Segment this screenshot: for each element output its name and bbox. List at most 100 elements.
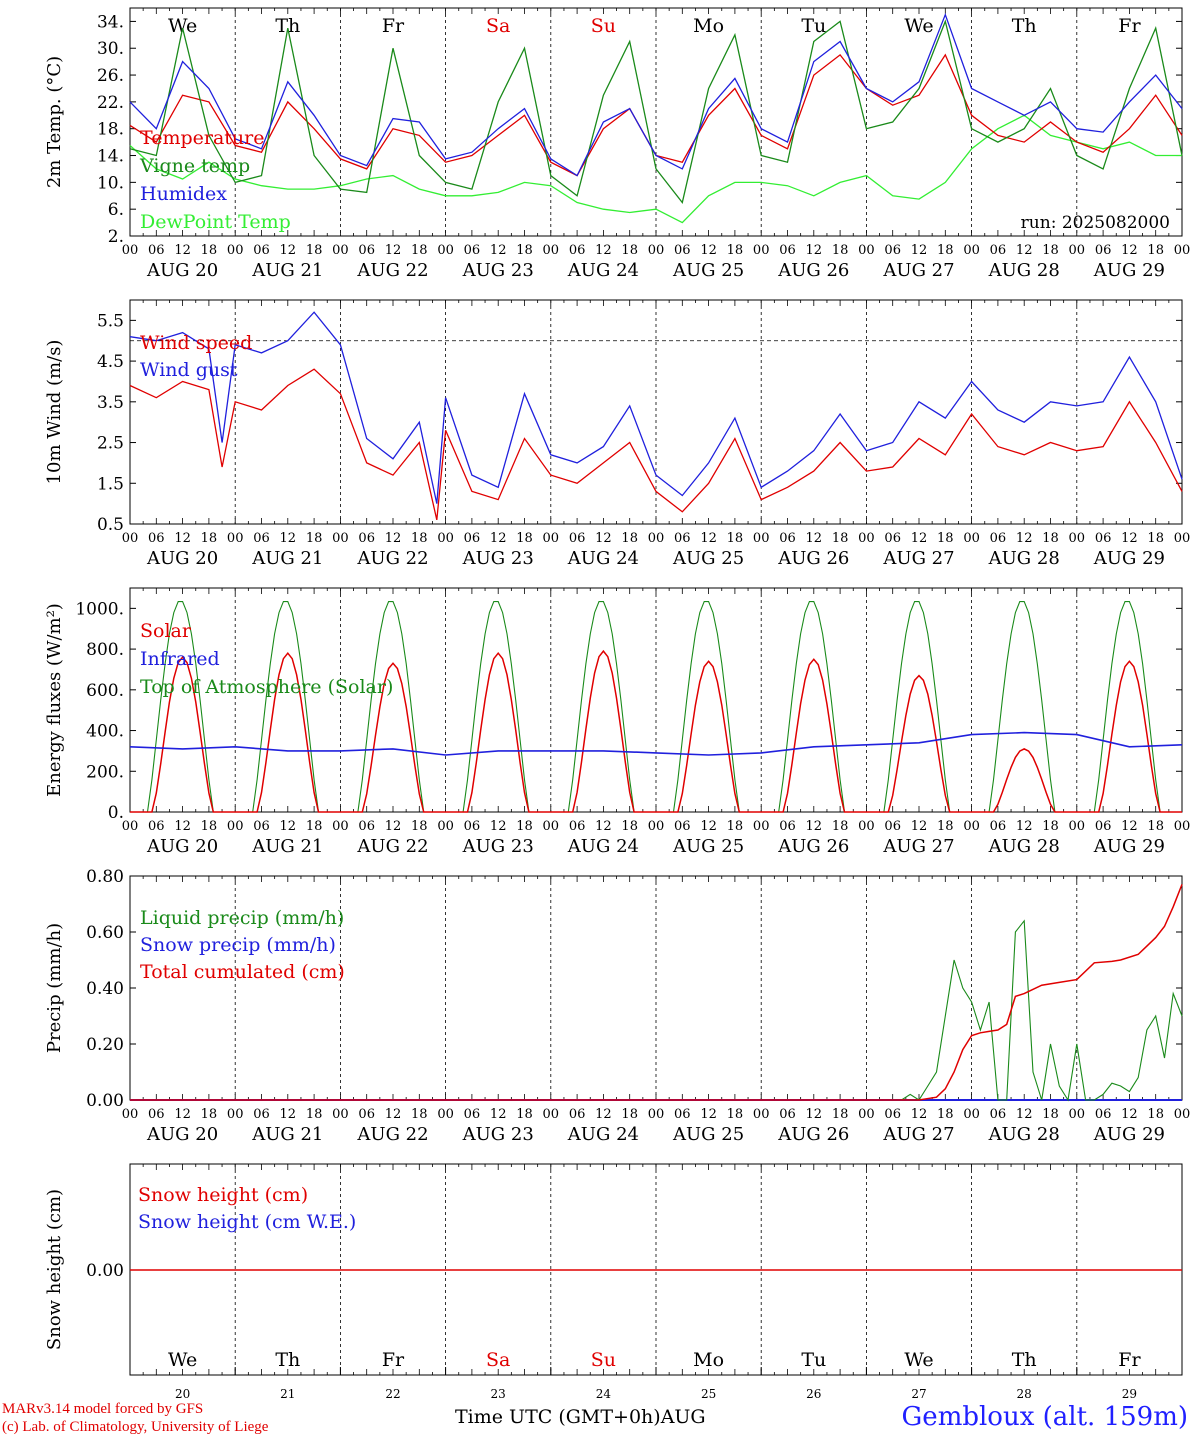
weekday-label: Sa <box>486 15 510 37</box>
date-label: AUG 22 <box>356 260 428 281</box>
hour-tick-label: 12 <box>385 1107 402 1122</box>
hour-tick-label: 12 <box>174 531 191 546</box>
bottom-weekday-label: Sa <box>486 1349 510 1371</box>
hour-tick-label: 06 <box>990 243 1007 258</box>
date-label: AUG 22 <box>356 548 428 569</box>
hour-tick-label: 18 <box>727 531 744 546</box>
hour-tick-label: 06 <box>253 1107 270 1122</box>
hour-tick-label: 06 <box>253 243 270 258</box>
y-tick-label: 30. <box>97 39 124 59</box>
hour-tick-label: 00 <box>122 1107 139 1122</box>
series-solar <box>130 649 1182 813</box>
hour-tick-label: 06 <box>358 1107 375 1122</box>
hour-tick-label: 06 <box>148 243 165 258</box>
hour-tick-label: 18 <box>201 819 218 834</box>
hour-tick-label: 18 <box>1147 243 1164 258</box>
credit-line-1: MARv3.14 model forced by GFS <box>2 1401 204 1417</box>
hour-tick-label: 12 <box>595 531 612 546</box>
hour-tick-label: 12 <box>700 819 717 834</box>
series-infrared <box>129 731 1183 756</box>
series-dewpoint-temp <box>129 114 1182 224</box>
bottom-weekday-label: Tu <box>801 1349 826 1371</box>
date-label: AUG 25 <box>672 548 744 569</box>
panel-5: 0.00 Snow height (cm) Snow height (cm) Snow… <box>44 1163 1183 1401</box>
hour-tick-label: 12 <box>806 1107 823 1122</box>
bottom-weekday-label: Mo <box>693 1349 724 1371</box>
hour-tick-label: 00 <box>858 1107 875 1122</box>
date-label: AUG 27 <box>882 1124 954 1145</box>
hour-tick-label: 06 <box>464 531 481 546</box>
legend-liquid-precip-mm-h: Liquid precip (mm/h) <box>140 907 344 929</box>
hour-tick-label: 00 <box>648 819 665 834</box>
hour-tick-label: 12 <box>1016 1107 1033 1122</box>
hour-tick-label: 06 <box>779 243 796 258</box>
hour-tick-label: 18 <box>937 531 954 546</box>
y-tick-label: 1.5 <box>97 474 124 494</box>
hour-tick-label: 12 <box>911 243 928 258</box>
hour-tick-label: 06 <box>569 243 586 258</box>
hour-tick-label: 18 <box>832 243 849 258</box>
hour-tick-label: 00 <box>648 531 665 546</box>
date-label: AUG 20 <box>146 260 218 281</box>
hour-tick-label: 12 <box>490 243 507 258</box>
hour-tick-label: 00 <box>648 1107 665 1122</box>
legend-humidex: Humidex <box>140 183 227 205</box>
hour-tick-label: 06 <box>779 1107 796 1122</box>
date-label: AUG 29 <box>1093 1124 1165 1145</box>
hour-tick-label: 18 <box>832 819 849 834</box>
legend-snow-height-cm: Snow height (cm) <box>138 1184 308 1206</box>
hour-tick-label: 00 <box>963 1107 980 1122</box>
legend-dewpoint-temp: DewPoint Temp <box>140 211 291 233</box>
date-label: AUG 21 <box>251 1124 323 1145</box>
hour-tick-label: 00 <box>332 531 349 546</box>
hour-tick-label: 12 <box>806 819 823 834</box>
date-label: AUG 21 <box>251 548 323 569</box>
hour-tick-label: 18 <box>411 1107 428 1122</box>
hour-tick-label: 18 <box>621 243 638 258</box>
hour-tick-label: 18 <box>306 243 323 258</box>
hour-tick-label: 00 <box>122 531 139 546</box>
hour-tick-label: 00 <box>963 819 980 834</box>
bottom-day-number: 25 <box>701 1387 716 1401</box>
hour-tick-label: 18 <box>1042 1107 1059 1122</box>
station-label: Gembloux (alt. 159m) <box>901 1402 1188 1432</box>
hour-tick-label: 00 <box>1069 243 1086 258</box>
hour-tick-label: 06 <box>569 819 586 834</box>
hour-tick-label: 06 <box>884 1107 901 1122</box>
hour-tick-label: 12 <box>385 243 402 258</box>
hour-tick-label: 12 <box>280 819 297 834</box>
y-tick-label: 1000. <box>75 599 124 619</box>
y-tick-label: 0.5 <box>97 515 124 535</box>
hour-tick-label: 18 <box>727 243 744 258</box>
hour-tick-label: 12 <box>1121 1107 1138 1122</box>
hour-tick-label: 00 <box>437 1107 454 1122</box>
hour-tick-label: 00 <box>753 819 770 834</box>
hour-tick-label: 18 <box>516 1107 533 1122</box>
date-label: AUG 28 <box>988 836 1060 857</box>
legend-snow-height-cm-w-e: Snow height (cm W.E.) <box>138 1211 356 1233</box>
date-label: AUG 27 <box>882 548 954 569</box>
hour-tick-label: 12 <box>700 531 717 546</box>
hour-tick-label: 00 <box>753 243 770 258</box>
date-label: AUG 25 <box>672 836 744 857</box>
bottom-day-number: 20 <box>175 1387 190 1401</box>
hour-tick-label: 06 <box>884 243 901 258</box>
y-tick-label: 2.5 <box>97 434 124 454</box>
weekday-label: Fr <box>1118 15 1141 37</box>
y-tick-label: 0.20 <box>86 1035 124 1055</box>
hour-tick-label: 18 <box>306 1107 323 1122</box>
hour-tick-label: 12 <box>700 243 717 258</box>
hour-tick-label: 00 <box>1174 1107 1191 1122</box>
hour-tick-label: 00 <box>858 819 875 834</box>
hour-tick-label: 12 <box>1016 243 1033 258</box>
hour-tick-label: 18 <box>411 531 428 546</box>
bottom-weekday-label: We <box>168 1349 197 1371</box>
y-tick-label: 6. <box>108 200 124 220</box>
hour-tick-label: 12 <box>1016 819 1033 834</box>
date-label: AUG 29 <box>1093 260 1165 281</box>
x-axis-title-main: Time UTC (GMT+0h) <box>455 1406 661 1428</box>
hour-tick-label: 18 <box>1147 819 1164 834</box>
date-label: AUG 27 <box>882 836 954 857</box>
hour-tick-label: 06 <box>884 531 901 546</box>
series-liquid-precip <box>130 919 1183 1102</box>
